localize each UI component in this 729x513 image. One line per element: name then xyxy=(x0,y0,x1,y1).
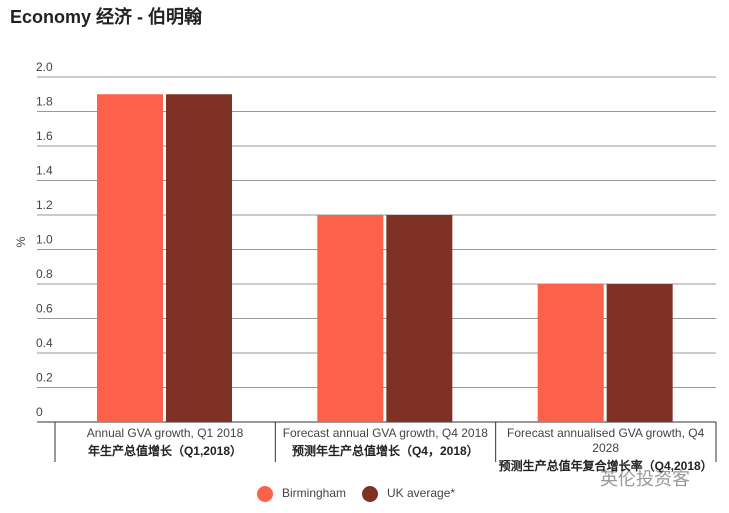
x-tick-label-zh: 年生产总值增长（Q1,2018） xyxy=(87,444,243,458)
x-tick-label: Annual GVA growth, Q1 2018 xyxy=(86,426,244,440)
y-tick-label: 1.0 xyxy=(36,233,53,247)
legend-label: UK average* xyxy=(387,486,455,500)
chart-title: Economy 经济 - 伯明翰 xyxy=(10,6,202,27)
y-axis-label: % xyxy=(14,236,28,247)
y-tick-label: 0.4 xyxy=(36,336,53,350)
bar xyxy=(386,215,453,422)
category-label: Forecast annual GVA growth, Q4 2018 预测年生产… xyxy=(275,426,495,459)
category-label: Forecast annualised GVA growth, Q4 2028 预… xyxy=(496,426,716,474)
watermark: 英伦投资客 xyxy=(600,469,690,489)
y-tick-label: 0.8 xyxy=(36,267,53,281)
category-label: Annual GVA growth, Q1 2018 年生产总值增长（Q1,201… xyxy=(55,426,275,459)
bar xyxy=(97,94,163,422)
y-tick-label: 1.6 xyxy=(36,129,53,143)
x-tick-label-zh: 预测生产总值年复合增长率（Q4,2018） xyxy=(498,459,713,473)
x-tick-label: Forecast annual GVA growth, Q4 2018 xyxy=(282,426,488,440)
legend-swatch xyxy=(362,486,378,502)
x-tick-label: Forecast annualised GVA growth, Q4 2028 xyxy=(507,426,705,455)
y-tick-label: 2.0 xyxy=(36,60,53,74)
legend-swatch xyxy=(257,486,273,502)
y-tick-label: 0.6 xyxy=(36,302,53,316)
x-tick-label-zh: 预测年生产总值增长（Q4，2018） xyxy=(291,444,479,458)
y-tick-label: 1.2 xyxy=(36,198,53,212)
bar xyxy=(317,215,384,422)
bar xyxy=(537,284,604,422)
y-tick-label: 1.4 xyxy=(36,164,53,178)
y-tick-label: 0.2 xyxy=(36,371,53,385)
bar xyxy=(166,94,232,422)
bar xyxy=(606,284,673,422)
y-tick-label: 0 xyxy=(36,405,43,419)
legend-label: Birmingham xyxy=(282,486,346,500)
y-tick-label: 1.8 xyxy=(36,95,53,109)
